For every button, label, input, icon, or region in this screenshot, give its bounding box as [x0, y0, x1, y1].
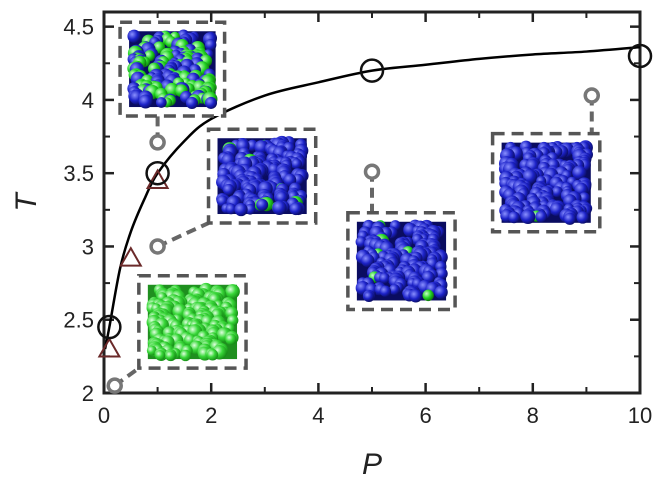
- large-circle-point: [359, 58, 385, 83]
- blue-particle: [291, 158, 302, 170]
- inset-blue-few-green-c: [490, 131, 602, 234]
- y-tick-label: 3: [82, 234, 94, 259]
- blue-particle: [254, 140, 269, 155]
- fit-curve: [103, 45, 641, 350]
- blue-particle: [225, 203, 237, 215]
- blue-particle: [572, 165, 587, 180]
- blue-particle: [289, 202, 303, 216]
- green-particle: [206, 349, 219, 361]
- y-tick-label: 4.5: [63, 15, 94, 40]
- x-axis-title: P: [362, 448, 382, 479]
- large-circle-point: [97, 314, 122, 340]
- triangle-point: [97, 337, 122, 358]
- blue-particle: [409, 289, 423, 303]
- y-tick-label: 2.5: [63, 308, 94, 333]
- blue-particle: [204, 96, 218, 109]
- blue-particle: [272, 200, 287, 215]
- green-particle: [154, 349, 166, 361]
- inset-green-only: [137, 274, 248, 370]
- blue-particle: [520, 209, 536, 225]
- small-circle-point: [149, 238, 166, 255]
- x-tick-label: 4: [312, 403, 324, 428]
- blue-particle: [256, 198, 269, 211]
- blue-particle: [244, 203, 256, 215]
- green-particle: [164, 82, 180, 98]
- small-circle-point: [149, 134, 166, 151]
- green-particle: [225, 284, 240, 299]
- blue-particle: [379, 272, 390, 284]
- green-particle: [179, 349, 192, 362]
- blue-particle: [508, 211, 520, 224]
- blue-particle: [185, 96, 199, 110]
- large-circle-point: [627, 43, 653, 69]
- blue-particle: [355, 236, 367, 248]
- x-tick-label: 6: [419, 403, 431, 428]
- green-particle: [225, 333, 237, 345]
- inset-mixed-blue-green: [118, 20, 227, 118]
- blue-particle: [138, 94, 153, 109]
- triangle-point: [119, 246, 143, 267]
- large-circle-point: [145, 160, 170, 186]
- blue-particle: [234, 202, 248, 217]
- small-circle-point: [106, 377, 123, 394]
- blue-particle: [155, 97, 167, 108]
- blue-particle: [434, 285, 448, 299]
- blue-particle: [535, 210, 548, 223]
- green-particle: [165, 350, 176, 361]
- green-particle: [146, 345, 157, 356]
- blue-particle: [361, 253, 375, 268]
- blue-particle: [551, 186, 563, 198]
- blue-particle: [563, 212, 576, 225]
- blue-particle: [204, 39, 217, 51]
- y-tick-label: 3.5: [63, 161, 94, 186]
- inset-connector-line: [156, 221, 210, 249]
- x-tick-label: 2: [205, 403, 217, 428]
- inset-blue-few-green-b: [346, 211, 457, 312]
- y-axis-title: T: [10, 191, 43, 212]
- triangle-point: [145, 168, 170, 190]
- small-circle-point: [583, 87, 601, 104]
- green-particle: [422, 289, 434, 302]
- inset-blue-few-green-a: [206, 127, 318, 225]
- blue-particle: [222, 183, 235, 196]
- blue-particle: [435, 267, 448, 280]
- blue-particle: [389, 284, 400, 295]
- blue-particle: [363, 291, 374, 302]
- x-tick-label: 0: [98, 403, 110, 428]
- x-tick-label: 10: [628, 403, 652, 428]
- x-tick-label: 8: [527, 403, 539, 428]
- blue-particle: [127, 29, 141, 43]
- y-tick-label: 4: [82, 88, 94, 113]
- blue-particle: [578, 192, 590, 204]
- small-circle-point: [363, 163, 381, 180]
- y-tick-label: 2: [82, 381, 94, 406]
- blue-particle: [379, 285, 392, 297]
- blue-particle: [576, 211, 589, 224]
